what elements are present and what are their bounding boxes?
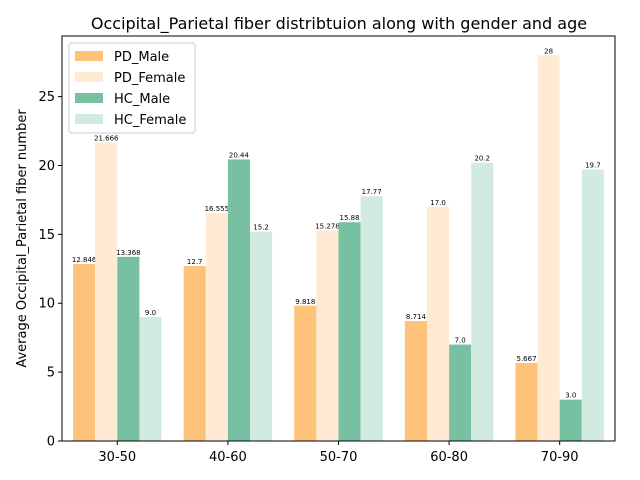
value-label: 7.0 bbox=[455, 337, 466, 345]
value-label: 16.555 bbox=[205, 205, 230, 213]
legend-swatch bbox=[75, 51, 103, 61]
bar-hc-male-70-90 bbox=[559, 399, 582, 441]
chart-title: Occipital_Parietal fiber distribtuion al… bbox=[91, 14, 587, 34]
bar-hc-male-30-50 bbox=[117, 256, 140, 441]
value-label: 17.0 bbox=[430, 199, 446, 207]
bar-pd-female-30-50 bbox=[95, 142, 118, 442]
legend: PD_Male PD_Female HC_Male HC_Female bbox=[68, 42, 196, 134]
value-label: 15.2 bbox=[253, 224, 269, 232]
bar-hc-female-40-60 bbox=[250, 231, 273, 441]
x-tick-label: 40-60 bbox=[209, 450, 247, 465]
legend-label: HC_Male bbox=[114, 92, 170, 107]
value-label: 13.368 bbox=[116, 249, 141, 257]
legend-label: PD_Male bbox=[114, 50, 169, 65]
bar-pd-female-60-80 bbox=[426, 206, 450, 441]
y-tick-label: 5 bbox=[47, 366, 55, 381]
y-tick-label: 15 bbox=[38, 228, 55, 243]
legend-label: HC_Female bbox=[114, 113, 186, 128]
bar-pd-female-40-60 bbox=[205, 212, 228, 441]
value-label: 3.0 bbox=[565, 392, 576, 400]
y-tick-label: 25 bbox=[38, 90, 55, 105]
value-label: 19.7 bbox=[585, 162, 601, 170]
value-label: 20.44 bbox=[229, 151, 250, 159]
bar-pd-female-50-70 bbox=[316, 230, 339, 441]
value-label: 9.0 bbox=[145, 309, 156, 317]
legend-swatch bbox=[75, 93, 103, 103]
value-label: 8.714 bbox=[406, 313, 427, 321]
value-label: 12.7 bbox=[187, 258, 203, 266]
bar-pd-male-30-50 bbox=[73, 264, 96, 441]
value-label: 15.88 bbox=[340, 214, 360, 222]
legend-swatch bbox=[75, 114, 103, 124]
bar-pd-male-70-90 bbox=[515, 362, 538, 441]
value-label: 12.846 bbox=[72, 256, 97, 264]
bar-hc-female-60-80 bbox=[471, 162, 494, 442]
bar-pd-female-70-90 bbox=[537, 55, 560, 441]
bar-hc-female-50-70 bbox=[360, 196, 383, 441]
value-label: 9.818 bbox=[295, 298, 315, 306]
value-label: 15.278 bbox=[315, 223, 340, 231]
value-label: 28 bbox=[544, 47, 553, 55]
x-axis: 30-50 40-60 50-70 60-80 70-90 bbox=[98, 441, 579, 465]
y-tick-label: 20 bbox=[38, 159, 55, 174]
legend-box bbox=[68, 42, 196, 134]
legend-swatch bbox=[75, 72, 103, 82]
x-tick-label: 30-50 bbox=[98, 450, 136, 465]
value-label: 5.667 bbox=[516, 355, 536, 363]
y-axis: 0 5 10 15 20 25 bbox=[38, 90, 62, 450]
bar-hc-male-60-80 bbox=[449, 344, 472, 441]
value-label: 21.666 bbox=[94, 135, 119, 143]
bar-hc-male-40-60 bbox=[227, 159, 251, 441]
bar-hc-female-70-90 bbox=[581, 169, 604, 441]
bar-pd-male-60-80 bbox=[404, 320, 427, 441]
bar-hc-male-50-70 bbox=[338, 222, 361, 441]
y-tick-label: 10 bbox=[38, 297, 55, 312]
legend-label: PD_Female bbox=[114, 71, 185, 86]
y-axis-label: Average Occipital_Parietal fiber number bbox=[15, 109, 30, 368]
value-label: 17.77 bbox=[362, 188, 382, 196]
bar-pd-male-50-70 bbox=[294, 305, 317, 441]
bar-pd-male-40-60 bbox=[183, 266, 206, 441]
bar-hc-female-30-50 bbox=[139, 317, 162, 441]
y-tick-label: 0 bbox=[47, 435, 55, 450]
plot-area: 12.846 12.7 9.818 8.714 5.667 21.666 16.555 15.… bbox=[72, 47, 604, 442]
x-tick-label: 60-80 bbox=[430, 450, 468, 465]
x-tick-label: 70-90 bbox=[541, 450, 579, 465]
value-label: 20.2 bbox=[474, 155, 490, 163]
x-tick-label: 50-70 bbox=[320, 450, 358, 465]
